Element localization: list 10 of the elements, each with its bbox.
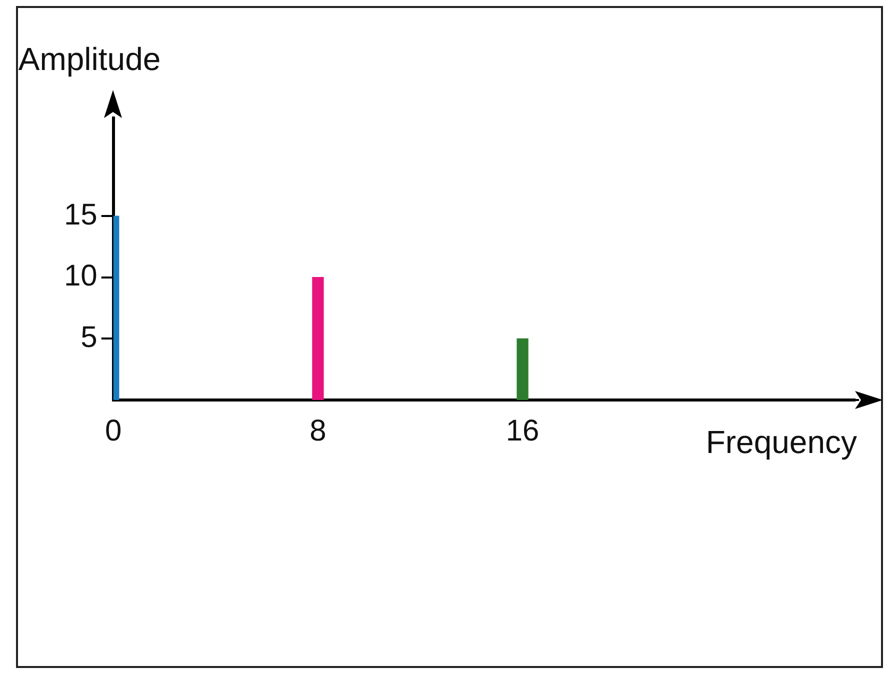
y-tick-label: 10 <box>64 260 98 293</box>
bar <box>516 338 528 400</box>
y-axis-title: Amplitude <box>18 41 161 77</box>
y-tick-label: 5 <box>80 320 98 354</box>
x-tick-label: 0 <box>105 414 122 448</box>
y-tick-label: 15 <box>64 198 98 232</box>
bar <box>312 277 324 400</box>
x-tick-label: 8 <box>310 414 326 448</box>
x-tick-label: 16 <box>506 414 540 448</box>
x-axis-title: Frequency <box>706 424 857 460</box>
